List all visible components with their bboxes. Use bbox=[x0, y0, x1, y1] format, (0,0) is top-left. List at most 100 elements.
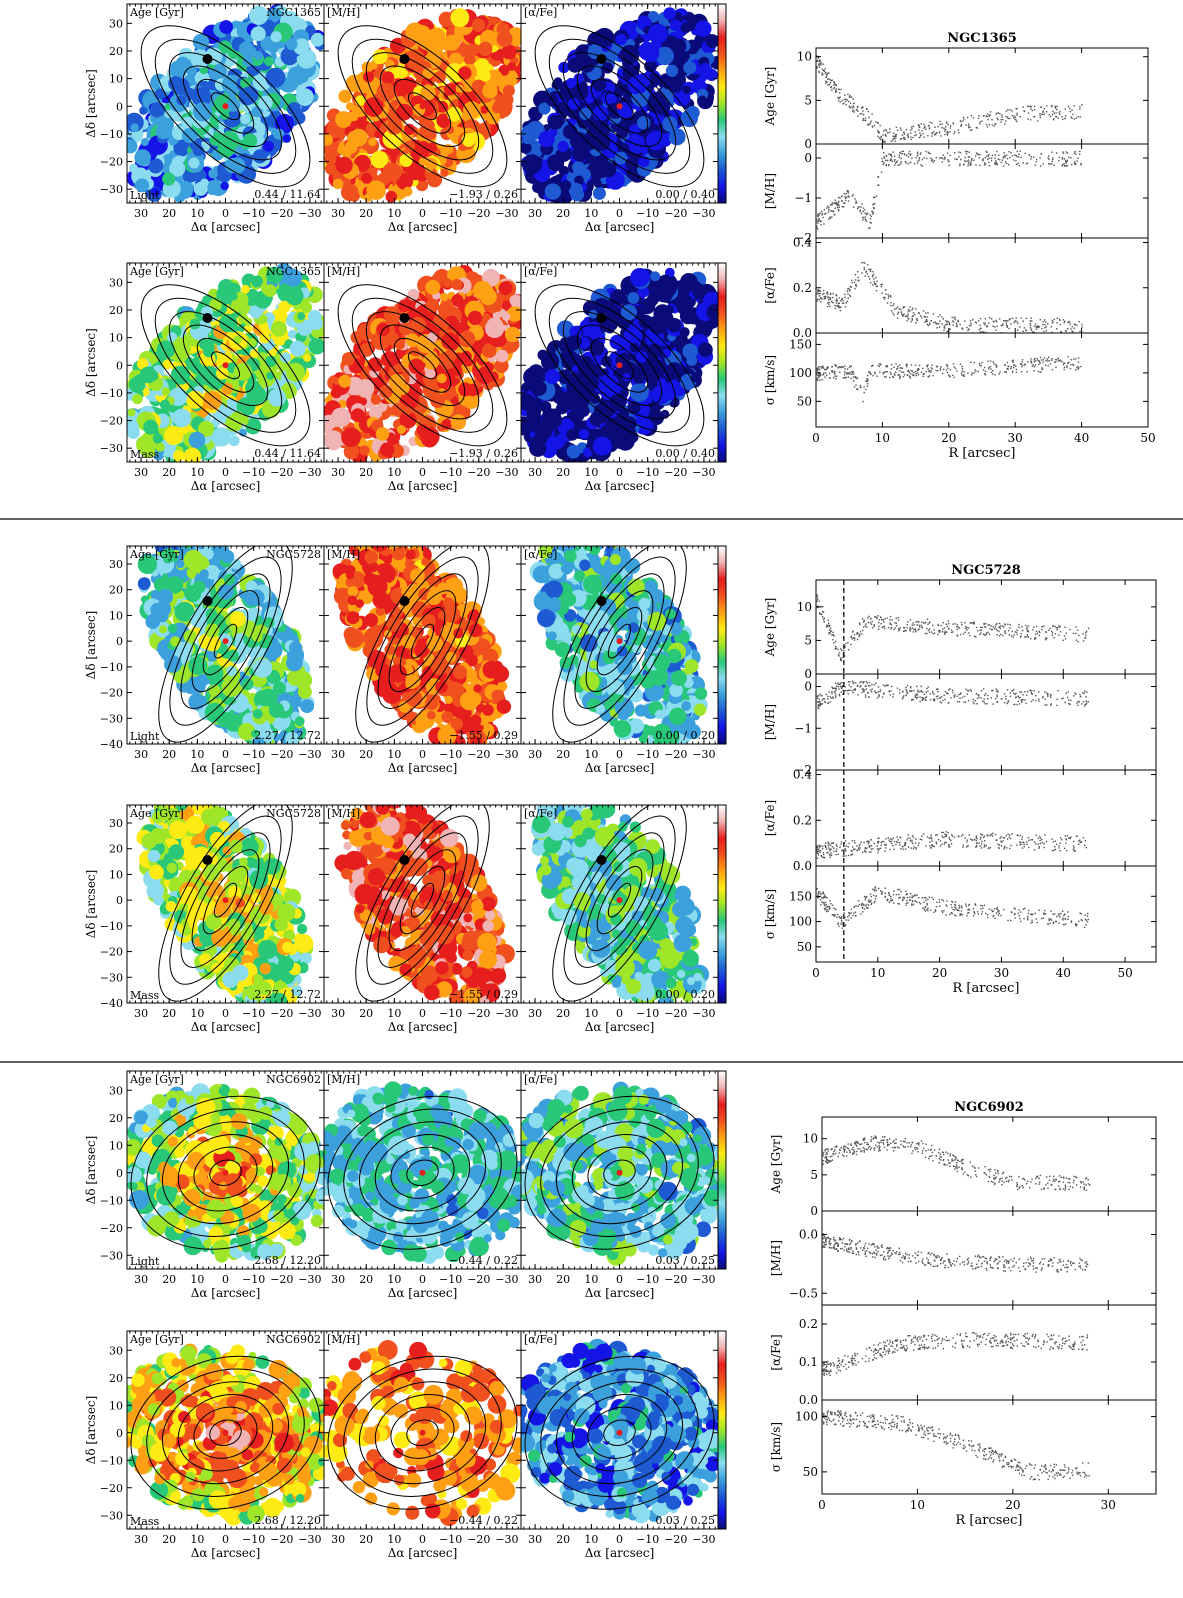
ticks bbox=[324, 4, 521, 203]
colour-range: 0.00 / 0.40 bbox=[655, 188, 715, 201]
bin-cell bbox=[592, 105, 609, 122]
foreground-star bbox=[596, 54, 607, 64]
bin-cell bbox=[482, 704, 494, 716]
bin-cell bbox=[160, 399, 170, 410]
bin-cell bbox=[593, 179, 602, 188]
nucleus bbox=[222, 638, 229, 645]
y-tick-label: 0 bbox=[116, 100, 123, 113]
ticks bbox=[127, 4, 324, 203]
bin-cell bbox=[345, 570, 355, 580]
bin-cell bbox=[662, 348, 671, 358]
map-panels: Age [Gyr] NGC1365 Light 0.44 / 11.64 30 20 10 0… bbox=[84, 3, 727, 1560]
bin-cell bbox=[565, 77, 577, 89]
x-tick-label: 0 bbox=[616, 207, 623, 220]
bin-cell bbox=[467, 310, 483, 326]
nucleus bbox=[222, 103, 229, 110]
bin-cell bbox=[447, 106, 462, 122]
bin-cell bbox=[335, 156, 353, 174]
bin-cell bbox=[332, 178, 344, 190]
x-tick-label: −30 bbox=[495, 466, 518, 479]
bin-cell bbox=[364, 193, 373, 202]
bin-cell bbox=[325, 162, 338, 175]
bin-cell bbox=[294, 716, 305, 727]
bin-cell bbox=[297, 684, 312, 699]
bin-cell bbox=[648, 23, 668, 44]
bin-cell bbox=[530, 379, 547, 396]
bin-cell bbox=[193, 102, 213, 122]
bin-cell bbox=[224, 158, 240, 174]
x-axis-label: Δα [arcsec] bbox=[388, 220, 458, 234]
y-axis-label: Δδ [arcsec] bbox=[84, 328, 98, 397]
bin-cell bbox=[238, 41, 254, 57]
bin-cell bbox=[665, 64, 679, 78]
x-tick-label: 10 bbox=[387, 207, 401, 220]
y-axis-label: Δδ [arcsec] bbox=[84, 69, 98, 138]
isophote-contour bbox=[154, 38, 297, 174]
bin-cell bbox=[379, 442, 395, 457]
bin-cell bbox=[248, 589, 265, 606]
bin-cell bbox=[548, 413, 563, 428]
bin-cell bbox=[441, 711, 454, 724]
bin-cell bbox=[405, 549, 416, 560]
bin-cell bbox=[436, 113, 451, 128]
colour-range: −1.93 / 0.26 bbox=[449, 188, 518, 201]
bin-cell bbox=[189, 318, 201, 330]
bin-cell bbox=[641, 43, 660, 63]
bin-cell bbox=[361, 61, 373, 73]
bin-cell bbox=[627, 292, 640, 304]
y-tick-label: 20 bbox=[109, 304, 123, 317]
bin-cell bbox=[705, 34, 718, 49]
colour-range: 0.44 / 11.64 bbox=[254, 447, 321, 460]
y-tick-label: −30 bbox=[100, 183, 123, 196]
bin-cell bbox=[218, 550, 227, 559]
map-panel: [M/H] −1.93 / 0.26 30 20 10 0 −10 −20 −30 Δα [arc… bbox=[323, 262, 522, 493]
y-tick-label: −40 bbox=[100, 738, 123, 751]
x-tick-label: 30 bbox=[331, 466, 345, 479]
bin-cell bbox=[698, 342, 713, 358]
bin-cell bbox=[368, 137, 377, 147]
y-axis-label: Δδ [arcsec] bbox=[84, 611, 98, 680]
bin-cell bbox=[164, 425, 184, 446]
bin-cell bbox=[205, 180, 220, 195]
bin-cell bbox=[217, 584, 234, 600]
bin-cell bbox=[415, 179, 429, 192]
bin-cell bbox=[502, 84, 515, 97]
galaxy-name: NGC1365 bbox=[266, 6, 321, 19]
bin-cell bbox=[680, 22, 692, 34]
x-tick-label: 20 bbox=[556, 207, 570, 220]
x-tick-label: −10 bbox=[636, 466, 659, 479]
bin-cell bbox=[646, 130, 667, 151]
bin-cell bbox=[451, 294, 464, 307]
bin-cell bbox=[627, 135, 647, 154]
bin-cell bbox=[485, 318, 505, 338]
bin-cell bbox=[658, 278, 678, 298]
x-tick-label: −10 bbox=[242, 207, 265, 220]
bin-cell bbox=[188, 431, 206, 449]
x-axis-label: Δα [arcsec] bbox=[388, 479, 458, 493]
x-tick-label: −10 bbox=[242, 748, 265, 761]
x-tick-label: 20 bbox=[162, 748, 176, 761]
bin-cell bbox=[509, 294, 521, 307]
bin-cell bbox=[348, 190, 360, 202]
bin-cell bbox=[634, 93, 646, 106]
bin-cell bbox=[505, 326, 521, 343]
bin-cell bbox=[134, 149, 151, 166]
bin-cell bbox=[268, 702, 285, 718]
bin-cell bbox=[449, 52, 463, 66]
isophote-contour bbox=[210, 92, 241, 121]
x-tick-label: −30 bbox=[298, 207, 321, 220]
bin-cell bbox=[233, 335, 242, 345]
bin-cell bbox=[309, 316, 323, 331]
y-tick-label: −10 bbox=[100, 387, 123, 400]
bin-cell bbox=[169, 60, 188, 79]
bin-cell bbox=[150, 187, 161, 197]
bin-cell bbox=[161, 387, 171, 396]
bin-cell bbox=[127, 139, 138, 154]
x-tick-label: 30 bbox=[134, 466, 148, 479]
bin-cell bbox=[375, 427, 390, 441]
bin-cell bbox=[159, 625, 168, 634]
bin-cell bbox=[442, 389, 454, 401]
isophote-contour bbox=[168, 52, 283, 161]
galaxy-name: NGC5728 bbox=[266, 548, 321, 561]
bin-cell bbox=[692, 288, 703, 299]
